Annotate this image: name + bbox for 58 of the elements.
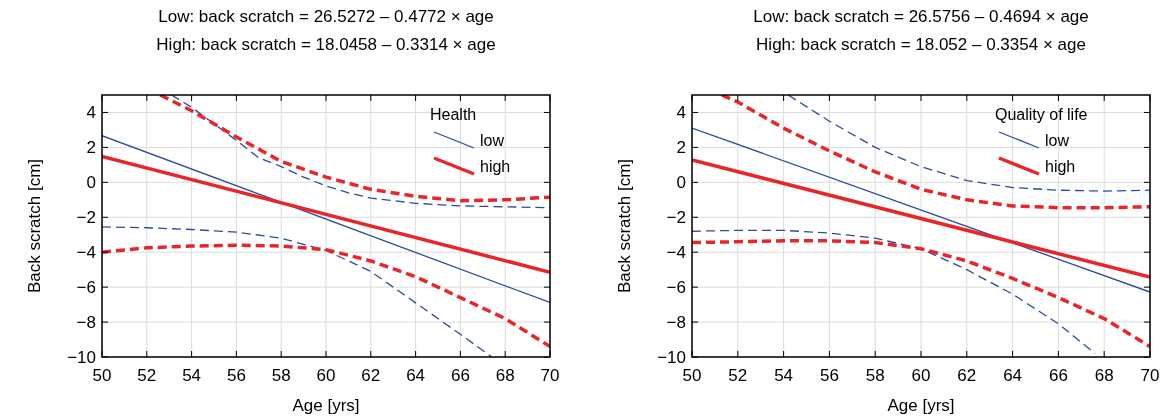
y-tick-label: −4: [666, 243, 686, 263]
x-tick-label: 62: [361, 366, 381, 385]
y-tick-label: −4: [76, 243, 96, 263]
x-tick-label: 52: [137, 366, 157, 385]
line-series: [102, 243, 550, 349]
y-tick-label: −6: [666, 278, 686, 298]
line-series: [692, 229, 1096, 355]
y-tick-label: −10: [67, 348, 96, 367]
y-tick-label: 4: [676, 103, 686, 123]
x-tick-label: 64: [1003, 366, 1023, 385]
line-series: [692, 239, 1150, 349]
y-axis-title: Back scratch [cm]: [615, 158, 634, 294]
x-tick-label: 66: [1048, 366, 1068, 385]
chart-title: Low: back scratch = 26.5272 – 0.4772 × age: [158, 7, 494, 26]
legend-label: high: [1045, 158, 1076, 175]
x-axis-title: Age [yrs]: [292, 396, 360, 415]
x-tick-label: 50: [682, 366, 702, 385]
legend-title: Quality of life: [995, 106, 1088, 123]
y-tick-label: 2: [676, 138, 686, 158]
x-tick-label: 58: [271, 366, 291, 385]
legend-label: high: [480, 158, 511, 175]
x-tick-label: 52: [728, 366, 748, 385]
x-tick-label: 54: [182, 366, 202, 385]
line-series: [787, 95, 1150, 192]
chart-subtitle: High: back scratch = 18.0458 – 0.3314 × age: [156, 35, 496, 54]
x-tick-label: 60: [316, 366, 336, 385]
line-series: [102, 226, 493, 357]
x-tick-label: 70: [1140, 366, 1160, 385]
y-tick-label: −8: [76, 313, 96, 333]
y-tick-label: 2: [86, 138, 96, 158]
x-tick-label: 68: [1094, 366, 1114, 385]
x-axis-title: Age [yrs]: [887, 396, 955, 415]
y-tick-label: 0: [86, 173, 96, 193]
x-tick-label: 70: [540, 366, 560, 385]
line-series: [720, 95, 1150, 210]
x-tick-label: 56: [819, 366, 839, 385]
y-tick-label: 0: [676, 173, 686, 193]
x-tick-label: 66: [450, 366, 470, 385]
x-tick-label: 54: [774, 366, 794, 385]
y-axis-title: Back scratch [cm]: [25, 158, 44, 294]
y-tick-label: −8: [666, 313, 686, 333]
x-tick-label: 60: [911, 366, 931, 385]
legend-title: Health: [430, 106, 477, 123]
legend-label: low: [480, 132, 505, 149]
chart-subtitle: High: back scratch = 18.052 – 0.3354 × age: [756, 35, 1086, 54]
x-tick-label: 58: [865, 366, 885, 385]
legend-label: low: [1045, 132, 1070, 149]
x-tick-label: 68: [495, 366, 515, 385]
x-tick-label: 64: [406, 366, 426, 385]
y-tick-label: −2: [666, 208, 686, 228]
chart-title: Low: back scratch = 26.5756 – 0.4694 × age: [753, 7, 1089, 26]
y-tick-label: −10: [657, 348, 686, 367]
x-tick-label: 62: [957, 366, 977, 385]
x-tick-label: 56: [226, 366, 246, 385]
y-tick-label: 4: [86, 103, 96, 123]
x-tick-label: 50: [92, 366, 112, 385]
y-tick-label: −6: [76, 278, 96, 298]
y-tick-label: −2: [76, 208, 96, 228]
